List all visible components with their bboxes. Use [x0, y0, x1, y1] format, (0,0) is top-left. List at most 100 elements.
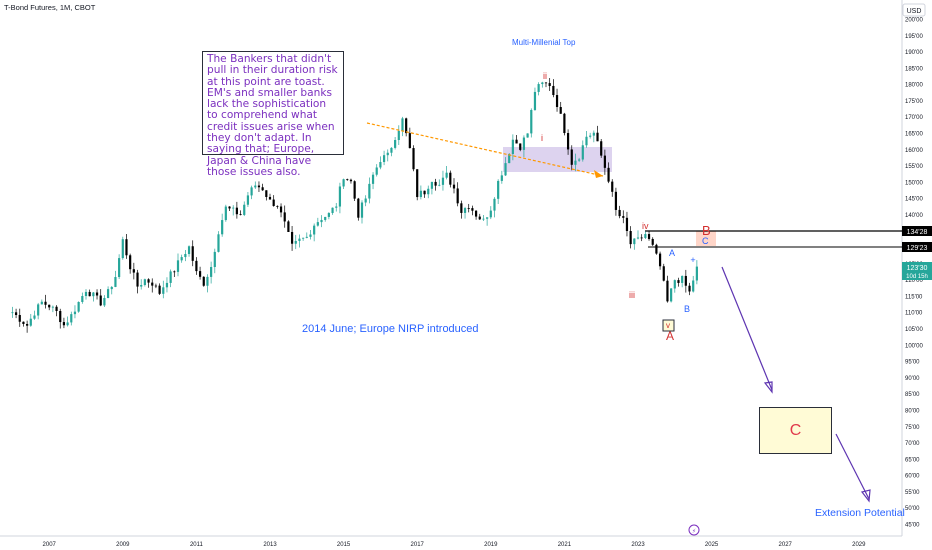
- footer-logo[interactable]: ⚡: [688, 524, 700, 536]
- x-tick-label: 2019: [484, 542, 498, 548]
- x-tick-label: 2029: [852, 542, 866, 548]
- candle-body: [261, 187, 264, 191]
- y-tick-label: 190'00: [905, 50, 923, 56]
- x-tick-label: 2021: [558, 542, 572, 548]
- candle-body: [81, 296, 84, 302]
- candle-body: [210, 266, 213, 277]
- orange-arrow-head: [594, 170, 603, 178]
- candle-body: [596, 132, 599, 142]
- candle-body: [305, 236, 308, 238]
- candle-body: [73, 311, 77, 315]
- wave-v-box: [662, 319, 675, 332]
- candle-body: [666, 280, 669, 302]
- candle-body: [412, 148, 415, 170]
- svg-text:123'30: 123'30: [907, 265, 928, 272]
- candle-body: [26, 323, 29, 326]
- candle-body: [658, 253, 662, 267]
- candle-body: [625, 217, 629, 232]
- candle-body: [622, 216, 625, 218]
- y-tick-label: 160'00: [905, 148, 923, 154]
- projection-arrow-2-head: [860, 489, 871, 503]
- y-tick-label: 65'00: [905, 457, 920, 463]
- wave-c-target-box[interactable]: C: [759, 407, 832, 454]
- wave-b-zone: [696, 231, 716, 246]
- candle-body: [346, 179, 349, 181]
- y-tick-label: 85'00: [905, 392, 920, 398]
- candle-body: [379, 162, 382, 168]
- candle-body: [449, 172, 452, 185]
- candle-body: [493, 198, 496, 211]
- y-tick-label: 185'00: [905, 66, 923, 72]
- candle-body: [651, 238, 654, 245]
- candle-body: [522, 137, 526, 150]
- candle-body: [40, 301, 43, 305]
- wave-label-iv: iv: [642, 221, 649, 231]
- candle-body: [589, 135, 592, 137]
- x-tick-label: 2013: [263, 542, 277, 548]
- currency-button[interactable]: USD: [902, 3, 926, 17]
- projection-arrow-1[interactable]: [721, 266, 773, 391]
- candle-body: [114, 277, 117, 287]
- x-tick-label: 2023: [631, 542, 645, 548]
- candle-body: [272, 199, 275, 206]
- svg-text:129'23: 129'23: [907, 245, 928, 252]
- candle-body: [655, 244, 658, 254]
- annotation-box[interactable]: The Bankers that didn't pull in their du…: [202, 51, 344, 178]
- candle-body: [401, 118, 404, 131]
- x-tick-label: 2011: [190, 542, 204, 548]
- candle-body: [574, 160, 577, 165]
- candle-body: [537, 84, 540, 92]
- y-tick-label: 120'00: [905, 278, 923, 284]
- candle-body: [302, 237, 305, 239]
- orange-trend-arrow[interactable]: [366, 122, 604, 177]
- projection-arrow-2[interactable]: [835, 433, 870, 500]
- candle-body: [162, 287, 165, 294]
- candle-body: [526, 133, 529, 138]
- candle-body: [603, 155, 606, 168]
- candle-body: [147, 279, 150, 283]
- candle-body: [121, 239, 124, 259]
- y-tick-label: 195'00: [905, 34, 923, 40]
- candle-body: [489, 210, 492, 218]
- candle-body: [382, 155, 386, 163]
- candle-body: [254, 185, 257, 188]
- candle-body: [368, 183, 371, 199]
- y-tick-label: 140'00: [905, 213, 923, 219]
- nirp-label: 2014 June; Europe NIRP introduced: [302, 323, 479, 335]
- candle-body: [206, 276, 209, 286]
- candle-body: [290, 231, 294, 244]
- candle-body: [681, 275, 684, 283]
- candle-body: [18, 315, 21, 322]
- candle-body: [519, 143, 522, 150]
- candle-body: [427, 188, 430, 195]
- symbol-label[interactable]: T-Bond Futures, 1M, CBOT: [4, 3, 96, 12]
- wave-label-ii: ii: [543, 71, 547, 81]
- x-tick-label: 2017: [411, 542, 425, 548]
- y-tick-label: 105'00: [905, 327, 923, 333]
- candle-body: [151, 282, 154, 286]
- candle-body: [51, 306, 54, 308]
- candle-body: [647, 234, 651, 239]
- candle-body: [84, 291, 88, 297]
- candle-body: [463, 208, 467, 213]
- candle-body: [66, 322, 69, 326]
- candle-body: [508, 154, 511, 164]
- candle-body: [559, 107, 562, 114]
- candle-body: [95, 292, 99, 296]
- candle-body: [283, 212, 286, 222]
- y-tick-label: 180'00: [905, 83, 923, 89]
- candle-body: [213, 251, 216, 267]
- candle-body: [408, 133, 411, 149]
- candle-body: [228, 206, 231, 209]
- candle-body: [478, 216, 481, 220]
- candle-body: [349, 179, 353, 182]
- wave-label-a-blue: A: [669, 248, 676, 258]
- candle-body: [55, 306, 58, 311]
- candle-body: [592, 132, 595, 136]
- candle-body: [37, 304, 40, 316]
- extension-potential-label: Extension Potential: [815, 507, 905, 519]
- candle-body: [474, 210, 478, 217]
- candle-body: [614, 191, 618, 210]
- candle-body: [129, 255, 132, 270]
